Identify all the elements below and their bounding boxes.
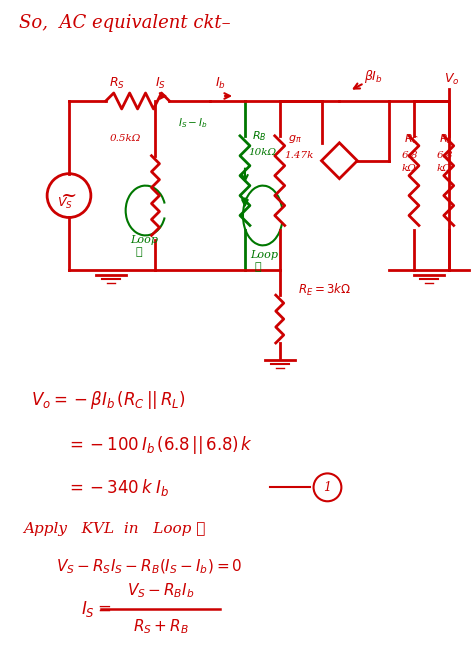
Text: 10kΩ: 10kΩ xyxy=(248,148,276,158)
Text: $g_\pi$: $g_\pi$ xyxy=(288,133,301,145)
Text: $V_o = -\beta I_b\,(R_C\,||\,R_L)$: $V_o = -\beta I_b\,(R_C\,||\,R_L)$ xyxy=(31,389,186,410)
Text: $I_S =$: $I_S =$ xyxy=(81,599,111,619)
Text: $I_S$: $I_S$ xyxy=(155,75,166,91)
Text: kΩ: kΩ xyxy=(437,164,452,173)
Text: $= -100\,I_b\,(6.8\,||\,6.8)\,k$: $= -100\,I_b\,(6.8\,||\,6.8)\,k$ xyxy=(66,434,253,455)
Text: So,  AC equivalent ckt–: So, AC equivalent ckt– xyxy=(19,15,231,32)
Text: $I_b$: $I_b$ xyxy=(215,75,226,91)
Text: ~: ~ xyxy=(61,187,77,205)
Text: $R_L$: $R_L$ xyxy=(439,132,452,146)
Text: $I_S - I_b$: $I_S - I_b$ xyxy=(178,116,208,130)
Text: 1.47k: 1.47k xyxy=(285,151,314,160)
Text: $V_S$: $V_S$ xyxy=(57,196,73,211)
Text: Loop: Loop xyxy=(250,250,278,260)
Text: $\beta I_b$: $\beta I_b$ xyxy=(364,68,383,85)
Text: $R_S + R_B$: $R_S + R_B$ xyxy=(133,618,188,636)
Text: 6.8: 6.8 xyxy=(402,151,419,160)
Text: $V_S - R_S I_S - R_B(I_S - I_b) = 0$: $V_S - R_S I_S - R_B(I_S - I_b) = 0$ xyxy=(56,558,243,576)
Text: ②: ② xyxy=(255,262,261,272)
Text: kΩ: kΩ xyxy=(402,164,417,173)
Text: $R_E = 3k\Omega$: $R_E = 3k\Omega$ xyxy=(298,282,351,298)
Text: $V_o$: $V_o$ xyxy=(444,71,459,87)
Text: 0.5kΩ: 0.5kΩ xyxy=(110,134,141,143)
Text: 6.8: 6.8 xyxy=(437,151,453,160)
Text: $R_S$: $R_S$ xyxy=(109,75,125,91)
Text: $R_C$: $R_C$ xyxy=(404,132,419,146)
Text: $R_B$: $R_B$ xyxy=(252,129,266,143)
Text: $V_S - R_B I_b$: $V_S - R_B I_b$ xyxy=(127,581,194,600)
Text: Loop: Loop xyxy=(131,236,159,246)
Text: ①: ① xyxy=(135,248,142,258)
Text: Apply   KVL  in   Loop ①: Apply KVL in Loop ① xyxy=(23,522,206,536)
Text: $= -340\,k\;I_b$: $= -340\,k\;I_b$ xyxy=(66,477,169,498)
Text: 1: 1 xyxy=(323,481,331,494)
